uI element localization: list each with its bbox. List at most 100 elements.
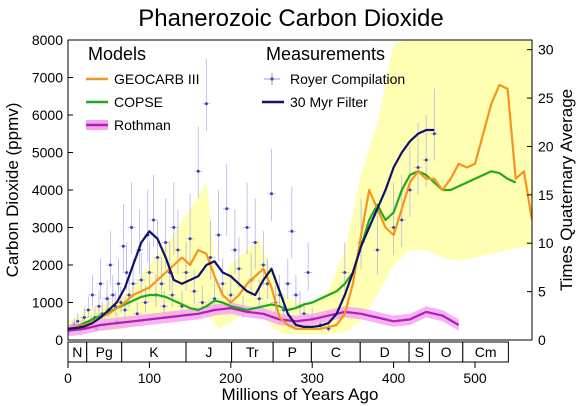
royer-point-54 <box>200 301 204 304</box>
royer-point-33 <box>135 312 139 316</box>
royer-point-29 <box>125 271 129 274</box>
period-label-n: N <box>72 344 82 360</box>
legend-royer-label: Royer Compilation <box>290 71 405 87</box>
royer-point-43 <box>162 304 166 308</box>
royer-point-28 <box>123 308 127 312</box>
y-axis-label: Carbon Dioxide (ppmv) <box>3 103 22 278</box>
royer-point-26 <box>119 301 123 304</box>
y2-axis-label: Times Quaternary Average <box>557 89 576 291</box>
royer-point-92 <box>432 132 436 136</box>
y-tick-label-0: 0 <box>55 332 63 348</box>
royer-point-21 <box>108 263 112 267</box>
y2-tick-label-20: 20 <box>538 138 554 154</box>
royer-point-12 <box>90 293 94 297</box>
y-tick-label-6000: 6000 <box>32 107 63 123</box>
period-label-d: D <box>380 344 390 360</box>
royer-point-77 <box>294 293 298 297</box>
royer-point-8 <box>82 316 86 319</box>
royer-point-41 <box>156 256 160 259</box>
x-tick-label-500: 500 <box>463 370 487 386</box>
royer-point-53 <box>196 169 200 173</box>
royer-point-79 <box>302 312 306 316</box>
royer-point-80 <box>306 271 310 274</box>
royer-point-58 <box>217 233 221 237</box>
royer-point-22 <box>111 293 115 297</box>
y2-tick-label-30: 30 <box>538 42 554 58</box>
y2-tick-label-5: 5 <box>538 284 546 300</box>
royer-point-57 <box>213 297 217 301</box>
chart-title: Phanerozoic Carbon Dioxide <box>138 5 444 32</box>
royer-point-48 <box>176 248 180 252</box>
x-tick-label-200: 200 <box>219 370 243 386</box>
period-label-j: J <box>205 344 212 360</box>
royer-point-31 <box>129 226 133 229</box>
royer-point-71 <box>270 192 274 196</box>
y2-tick-label-15: 15 <box>538 187 554 203</box>
royer-point-67 <box>253 241 257 244</box>
period-box-cm <box>462 341 509 363</box>
y2-tick-label-0: 0 <box>538 332 546 348</box>
period-label-s: S <box>415 344 424 360</box>
royer-point-69 <box>261 263 265 267</box>
royer-point-42 <box>160 282 164 286</box>
y-tick-label-2000: 2000 <box>32 257 63 273</box>
royer-point-90 <box>416 166 420 169</box>
royer-point-76 <box>290 229 294 233</box>
royer-point-51 <box>188 237 192 241</box>
royer-point-75 <box>286 282 290 286</box>
royer-point-10 <box>86 308 90 312</box>
legend: Models Measurements GEOCARB III COPSE Ro… <box>86 44 405 133</box>
period-label-pg: Pg <box>96 344 113 360</box>
royer-point-15 <box>97 304 101 308</box>
y-tick-label-5000: 5000 <box>32 145 63 161</box>
royer-point-89 <box>408 188 412 192</box>
royer-point-27 <box>121 244 125 248</box>
legend-models-heading: Models <box>88 44 146 64</box>
royer-point-36 <box>143 301 147 304</box>
model-series <box>68 83 532 337</box>
geocarb-iii-line <box>68 83 532 330</box>
period-label-c: C <box>331 344 341 360</box>
y-tick-label-4000: 4000 <box>32 182 63 198</box>
legend-rothman-label: Rothman <box>114 117 171 133</box>
royer-point-38 <box>147 271 151 274</box>
period-label-cm: Cm <box>475 344 497 360</box>
royer-point-52 <box>192 289 196 293</box>
royer-point-56 <box>208 256 212 259</box>
period-label-o: O <box>441 344 452 360</box>
royer-point-91 <box>424 158 428 162</box>
royer-point-32 <box>131 282 135 286</box>
royer-point-68 <box>257 297 261 301</box>
royer-point-46 <box>170 293 174 297</box>
royer-point-62 <box>233 248 237 252</box>
x-tick-label-400: 400 <box>382 370 406 386</box>
x-axis-label: Millions of Years Ago <box>222 385 379 404</box>
royer-point-65 <box>245 226 249 229</box>
royer-point-19 <box>105 297 109 301</box>
royer-point-84 <box>343 271 347 274</box>
royer-point-86 <box>375 248 379 252</box>
y2-tick-label-10: 10 <box>538 235 554 251</box>
legend-royer-swatch-dot <box>270 77 274 81</box>
royer-point-25 <box>116 282 120 286</box>
royer-point-50 <box>184 271 188 274</box>
royer-point-30 <box>127 293 131 297</box>
legend-copse-label: COPSE <box>114 94 163 110</box>
period-label-tr: Tr <box>246 344 259 360</box>
royer-point-55 <box>204 102 208 106</box>
y-tick-label-3000: 3000 <box>32 220 63 236</box>
period-label-k: K <box>149 344 159 360</box>
royer-point-59 <box>221 282 225 286</box>
geologic-period-bar: N Pg K J Tr P C D S O Cm <box>67 341 509 363</box>
royer-point-60 <box>225 207 229 211</box>
y-axis: 0 1000 2000 3000 4000 5000 6000 7000 8000 <box>32 32 73 348</box>
y2-tick-label-25: 25 <box>538 90 554 106</box>
royer-point-88 <box>400 218 404 222</box>
rothman-band-area <box>68 302 459 337</box>
y-tick-label-7000: 7000 <box>32 70 63 86</box>
royer-point-5 <box>76 319 80 323</box>
royer-point-63 <box>237 267 241 271</box>
rothman-line <box>68 307 460 332</box>
royer-point-35 <box>139 278 143 282</box>
